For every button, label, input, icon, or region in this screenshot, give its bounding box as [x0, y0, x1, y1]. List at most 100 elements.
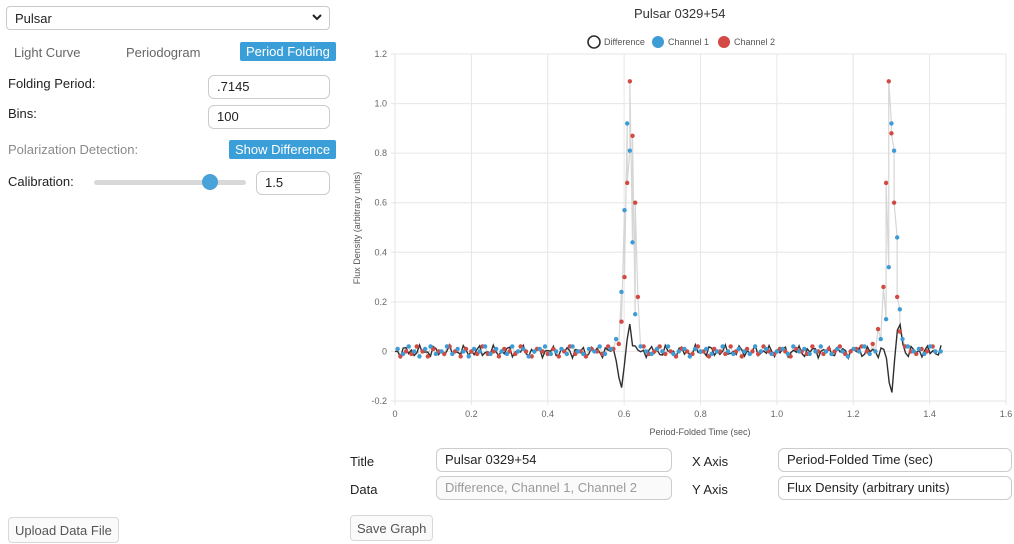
channel-1-point	[851, 346, 856, 352]
channel-1-point	[450, 351, 455, 357]
channel-2-point	[641, 344, 646, 349]
bins-label: Bins:	[8, 106, 37, 121]
channel-2-point	[891, 200, 897, 205]
channel-1-point	[542, 344, 548, 349]
x-tick-label: 1.6	[1000, 409, 1013, 419]
tab-light-curve[interactable]: Light Curve	[14, 45, 81, 60]
channel-1-point	[477, 349, 482, 354]
channel-1-point	[411, 349, 417, 354]
channel-1-point	[444, 344, 450, 349]
channel-1-point	[553, 349, 559, 354]
channel-1-point	[916, 346, 922, 352]
legend-difference-label: Difference	[604, 37, 645, 47]
channel-1-point	[785, 351, 791, 357]
y-tick-label: 1.0	[374, 99, 387, 109]
channel-1-point	[927, 344, 933, 349]
data-input[interactable]: Difference, Channel 1, Channel 2	[436, 476, 672, 500]
channel-1-point	[704, 346, 709, 352]
channel-1-point	[493, 346, 499, 352]
channel-1-point	[807, 351, 812, 357]
channel-1-point	[510, 344, 515, 349]
channel-1-point	[900, 336, 905, 342]
channel-2-point	[425, 354, 431, 359]
channel-2-point	[616, 341, 621, 347]
channel-1-point	[938, 349, 943, 354]
channel-1-point	[758, 349, 764, 354]
channel-1-point	[654, 346, 660, 352]
channel-1-point	[709, 351, 714, 357]
channel-2-point	[458, 354, 463, 359]
channel-1-point	[471, 346, 477, 352]
calibration-input[interactable]: 1.5	[256, 171, 330, 195]
period-folded-chart: 0 0.2 0.4 0.6 0.8 1.0 1.2 1.4 1.6 -0.2 0 0.2 0.4 0.6 0…	[352, 49, 1013, 437]
y-axis-input[interactable]: Flux Density (arbitrary units)	[778, 476, 1012, 500]
channel-1-point	[624, 121, 630, 126]
calibration-slider-track[interactable]	[94, 180, 246, 185]
show-difference-button[interactable]: Show Difference	[229, 140, 337, 159]
save-graph-button[interactable]: Save Graph	[350, 515, 434, 541]
channel-1-point	[731, 351, 736, 357]
y-tick-label: 0.6	[374, 198, 387, 208]
channel-1-point	[791, 344, 796, 349]
channel-1-point	[428, 344, 433, 349]
legend-channel-1-icon	[652, 36, 664, 48]
channel-1-point	[575, 349, 581, 354]
bins-input[interactable]: 100	[208, 105, 330, 129]
chart-legend: Difference Channel 1 Channel 2	[587, 35, 775, 49]
channel-2-point	[870, 341, 875, 347]
channel-2-point	[619, 319, 624, 324]
channel-1-point	[597, 344, 602, 349]
channel-1-point	[488, 351, 493, 357]
channel-2-point	[883, 180, 889, 186]
channel-1-point	[840, 349, 845, 354]
folding-period-input[interactable]: .7145	[208, 75, 330, 99]
channel-1-point	[698, 349, 703, 354]
title-input[interactable]: Pulsar 0329+54	[436, 448, 672, 472]
calibration-slider-thumb[interactable]	[201, 174, 218, 190]
difference-series-line	[394, 322, 942, 393]
channel-1-point	[845, 354, 851, 359]
x-tick-label: 0.2	[465, 409, 478, 419]
channel-1-point	[627, 148, 633, 153]
y-tick-label: 0.2	[374, 297, 387, 307]
channel-1-point	[581, 351, 586, 357]
legend-channel-2-label: Channel 2	[734, 37, 775, 47]
channel-1-point	[613, 336, 619, 342]
channel-1-point	[649, 351, 654, 357]
tab-periodogram[interactable]: Periodogram	[126, 45, 201, 60]
channel-1-point	[769, 351, 774, 357]
channel-1-point	[482, 344, 488, 349]
upload-data-file-button[interactable]: Upload Data File	[8, 517, 119, 543]
channel-2-point	[897, 329, 903, 334]
y-tick-label: 1.2	[374, 49, 387, 59]
channel-1-point	[417, 354, 422, 359]
channel-2-point	[496, 354, 502, 359]
channel-2-point	[881, 284, 886, 290]
x-axis-input[interactable]: Period-Folded Time (sec)	[778, 448, 1012, 472]
channel-2-point	[635, 294, 641, 300]
folding-period-label: Folding Period:	[8, 76, 96, 91]
legend-channel-1-label: Channel 1	[668, 37, 709, 47]
channel-2-point	[717, 349, 723, 354]
x-tick-label: 1.0	[771, 409, 784, 419]
x-tick-label: 0	[392, 409, 397, 419]
channel-1-point	[632, 312, 638, 317]
channel-1-point	[813, 349, 818, 354]
channel-1-point	[905, 344, 911, 349]
dataset-select[interactable]: Pulsar	[6, 6, 330, 30]
channel-1-point	[742, 349, 747, 354]
channel-1-point	[521, 346, 526, 352]
channel-1-point	[622, 207, 627, 213]
channel-1-point	[439, 349, 444, 354]
channel-2-point	[894, 294, 900, 300]
channel-1-point	[889, 121, 894, 126]
channel-1-point	[570, 344, 575, 349]
channel-1-point	[433, 351, 439, 357]
y-tick-label: 0.4	[374, 247, 387, 257]
channel-2-point	[627, 79, 633, 84]
channel-1-point	[736, 346, 741, 352]
channel-1-point	[780, 346, 785, 352]
tab-period-folding[interactable]: Period Folding	[240, 42, 336, 61]
channel-2-point	[663, 351, 668, 357]
channel-1-point	[660, 349, 665, 354]
